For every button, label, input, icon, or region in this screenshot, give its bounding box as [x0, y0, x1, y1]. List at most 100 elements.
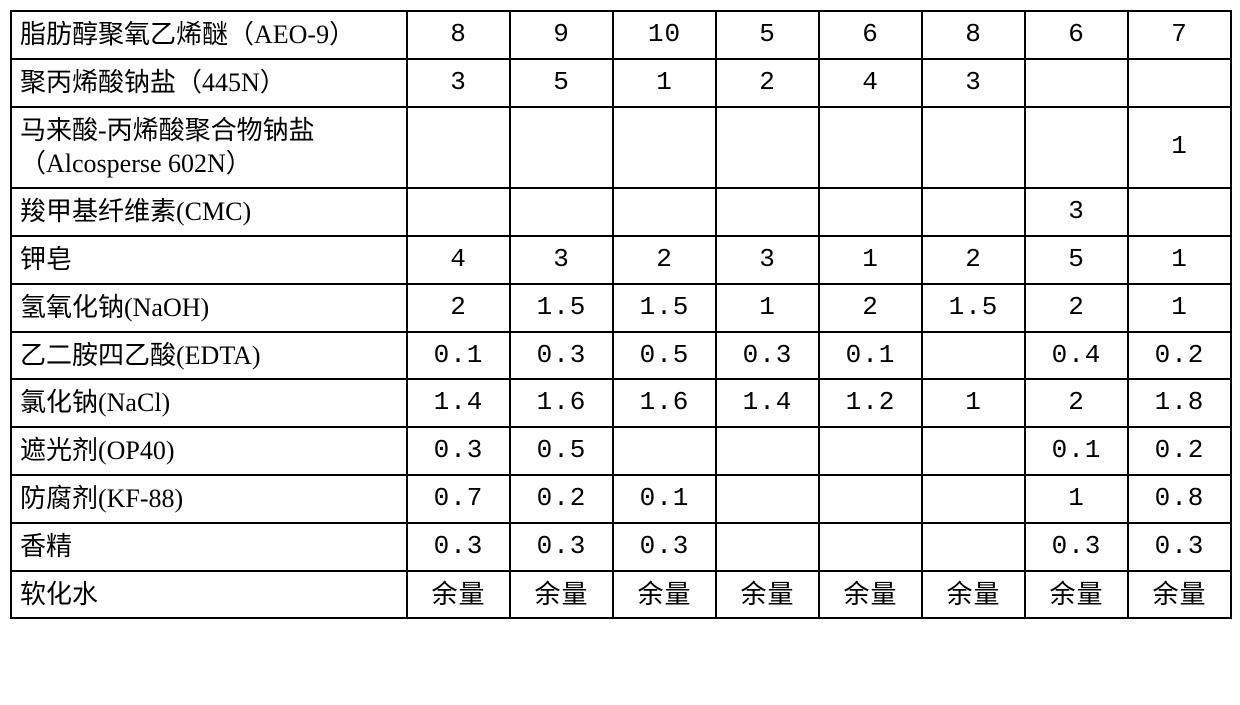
cell-value: 0.8: [1128, 475, 1231, 523]
cell-value: 1.6: [613, 379, 716, 427]
cell-value: 5: [510, 59, 613, 107]
cell-value: 0.3: [510, 523, 613, 571]
cell-value: 6: [819, 11, 922, 59]
cell-value: [819, 188, 922, 236]
cell-value: 4: [819, 59, 922, 107]
cell-value: 5: [716, 11, 819, 59]
cell-value: 1: [819, 236, 922, 284]
cell-value: 余量: [716, 571, 819, 619]
table-row: 脂肪醇聚氧乙烯醚（AEO-9）891056867: [11, 11, 1231, 59]
cell-value: 0.5: [510, 427, 613, 475]
composition-table: 脂肪醇聚氧乙烯醚（AEO-9）891056867聚丙烯酸钠盐（445N）3512…: [10, 10, 1232, 619]
cell-value: 8: [407, 11, 510, 59]
cell-value: 2: [922, 236, 1025, 284]
cell-value: 余量: [1128, 571, 1231, 619]
cell-value: 余量: [407, 571, 510, 619]
row-label: 软化水: [11, 571, 407, 619]
cell-value: [922, 475, 1025, 523]
cell-value: 0.2: [1128, 427, 1231, 475]
row-label: 香精: [11, 523, 407, 571]
cell-value: 余量: [819, 571, 922, 619]
cell-value: [613, 188, 716, 236]
cell-value: [510, 188, 613, 236]
table-row: 马来酸-丙烯酸聚合物钠盐（Alcosperse 602N） 1: [11, 107, 1231, 189]
table-row: 乙二胺四乙酸(EDTA)0.10.30.50.30.10.40.2: [11, 332, 1231, 380]
cell-value: 1: [1128, 236, 1231, 284]
row-label: 脂肪醇聚氧乙烯醚（AEO-9）: [11, 11, 407, 59]
row-label: 马来酸-丙烯酸聚合物钠盐（Alcosperse 602N）: [11, 107, 407, 189]
cell-value: [407, 107, 510, 189]
table-row: 氯化钠(NaCl)1.41.61.61.41.2121.8: [11, 379, 1231, 427]
table-row: 钾皂43231251: [11, 236, 1231, 284]
cell-value: 9: [510, 11, 613, 59]
cell-value: [510, 107, 613, 189]
cell-value: 0.1: [1025, 427, 1128, 475]
row-label: 氯化钠(NaCl): [11, 379, 407, 427]
cell-value: 1.8: [1128, 379, 1231, 427]
row-label: 遮光剂(OP40): [11, 427, 407, 475]
cell-value: [1128, 59, 1231, 107]
cell-value: [819, 427, 922, 475]
cell-value: 0.3: [407, 523, 510, 571]
cell-value: 1: [613, 59, 716, 107]
cell-value: [922, 427, 1025, 475]
cell-value: 1.6: [510, 379, 613, 427]
cell-value: 5: [1025, 236, 1128, 284]
row-label: 聚丙烯酸钠盐（445N）: [11, 59, 407, 107]
cell-value: [922, 332, 1025, 380]
table-row: 遮光剂(OP40)0.30.5 0.10.2: [11, 427, 1231, 475]
cell-value: 1.5: [922, 284, 1025, 332]
cell-value: [407, 188, 510, 236]
cell-value: [922, 523, 1025, 571]
cell-value: 3: [407, 59, 510, 107]
row-label: 羧甲基纤维素(CMC): [11, 188, 407, 236]
cell-value: 0.3: [613, 523, 716, 571]
cell-value: 0.3: [1025, 523, 1128, 571]
cell-value: [716, 523, 819, 571]
cell-value: 0.3: [716, 332, 819, 380]
cell-value: 余量: [510, 571, 613, 619]
row-label: 防腐剂(KF-88): [11, 475, 407, 523]
cell-value: [716, 427, 819, 475]
cell-value: 2: [1025, 379, 1128, 427]
cell-value: 余量: [922, 571, 1025, 619]
cell-value: 余量: [1025, 571, 1128, 619]
cell-value: 1: [922, 379, 1025, 427]
cell-value: 1.4: [716, 379, 819, 427]
cell-value: [613, 427, 716, 475]
cell-value: 0.4: [1025, 332, 1128, 380]
cell-value: 2: [1025, 284, 1128, 332]
table-row: 软化水余量余量余量余量余量余量余量余量: [11, 571, 1231, 619]
cell-value: 1: [1128, 107, 1231, 189]
cell-value: 余量: [613, 571, 716, 619]
cell-value: 0.3: [407, 427, 510, 475]
cell-value: 1: [1128, 284, 1231, 332]
cell-value: 1: [1025, 475, 1128, 523]
cell-value: 7: [1128, 11, 1231, 59]
cell-value: 1.5: [613, 284, 716, 332]
cell-value: 0.1: [407, 332, 510, 380]
cell-value: [716, 475, 819, 523]
cell-value: 3: [510, 236, 613, 284]
table-row: 香精0.30.30.30.30.3: [11, 523, 1231, 571]
cell-value: [1025, 59, 1128, 107]
cell-value: 3: [1025, 188, 1128, 236]
cell-value: 0.3: [1128, 523, 1231, 571]
cell-value: 10: [613, 11, 716, 59]
cell-value: [1128, 188, 1231, 236]
cell-value: 0.1: [613, 475, 716, 523]
cell-value: [819, 107, 922, 189]
row-label: 乙二胺四乙酸(EDTA): [11, 332, 407, 380]
cell-value: [922, 188, 1025, 236]
table-row: 防腐剂(KF-88)0.70.20.110.8: [11, 475, 1231, 523]
row-label: 氢氧化钠(NaOH): [11, 284, 407, 332]
cell-value: [1025, 107, 1128, 189]
cell-value: 2: [819, 284, 922, 332]
cell-value: 1.5: [510, 284, 613, 332]
cell-value: 0.2: [1128, 332, 1231, 380]
cell-value: 1.2: [819, 379, 922, 427]
cell-value: [716, 107, 819, 189]
cell-value: [613, 107, 716, 189]
table-body: 脂肪醇聚氧乙烯醚（AEO-9）891056867聚丙烯酸钠盐（445N）3512…: [11, 11, 1231, 618]
cell-value: 3: [922, 59, 1025, 107]
